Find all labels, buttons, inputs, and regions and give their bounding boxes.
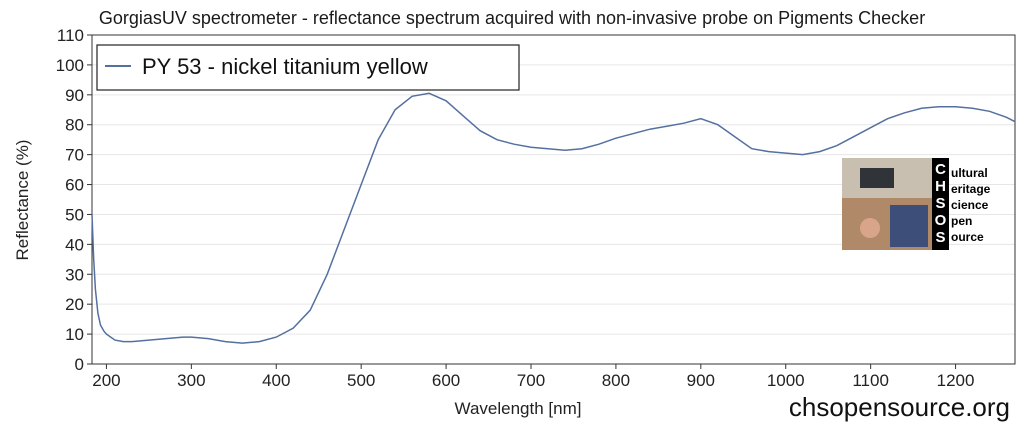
site-url: chsopensource.org: [789, 392, 1010, 422]
y-tick-label-30: 30: [65, 265, 84, 284]
logo-letter-1: H: [935, 178, 946, 195]
logo-photo-checker: [890, 205, 928, 247]
logo-word-4: ource: [951, 230, 984, 244]
y-tick-label-20: 20: [65, 295, 84, 314]
logo-letter-2: S: [935, 195, 945, 212]
x-tick-label-700: 700: [517, 371, 545, 390]
legend: PY 53 - nickel titanium yellow: [96, 44, 520, 91]
logo-photo-hand: [860, 218, 880, 238]
x-tick-label-600: 600: [432, 371, 460, 390]
legend-box: [96, 44, 520, 91]
x-tick-label-1100: 1100: [852, 371, 889, 390]
y-tick-label-110: 110: [57, 26, 84, 45]
logo-photo-device: [860, 168, 894, 188]
logo-letter-column: [932, 158, 949, 250]
y-tick-label-80: 80: [65, 116, 84, 135]
logo-word-3: pen: [951, 214, 972, 228]
logo-word-2: cience: [951, 198, 989, 212]
y-tick-label-40: 40: [65, 235, 84, 254]
logo-letter-3: O: [935, 212, 947, 229]
y-tick-label-90: 90: [65, 86, 84, 105]
legend-entry: PY 53 - nickel titanium yellow: [142, 54, 428, 79]
x-tick-label-1000: 1000: [767, 371, 805, 390]
series-line-py53: [91, 92, 1016, 344]
y-tick-label-70: 70: [65, 146, 84, 165]
x-tick-label-1200: 1200: [937, 371, 975, 390]
logo-word-1: eritage: [951, 182, 991, 196]
chart-title: GorgiasUV spectrometer - reflectance spe…: [99, 8, 925, 28]
x-tick-label-200: 200: [92, 371, 120, 390]
x-axis-label: Wavelength [nm]: [455, 399, 582, 418]
y-tick-label-10: 10: [65, 325, 84, 344]
x-axis-ticks: 200 300 400 500 600 700 800 900 1000 1100 1200: [92, 364, 974, 390]
x-tick-label-300: 300: [177, 371, 205, 390]
y-tick-label-0: 0: [75, 355, 84, 374]
logo-letter-4: S: [935, 229, 945, 246]
y-tick-label-100: 100: [56, 56, 84, 75]
plot-frame: [91, 34, 1016, 365]
y-tick-label-50: 50: [65, 205, 84, 224]
y-tick-label-60: 60: [65, 176, 84, 195]
x-tick-label-900: 900: [687, 371, 715, 390]
logo-word-0: ultural: [951, 166, 988, 180]
y-axis-ticks: 0 10 20 30 40 50 60 70 80 90 100 110: [56, 26, 92, 374]
x-tick-label-400: 400: [262, 371, 290, 390]
x-tick-label-800: 800: [602, 371, 630, 390]
y-axis-label: Reflectance (%): [13, 140, 32, 261]
x-tick-label-500: 500: [347, 371, 375, 390]
logo-letter-0: C: [935, 161, 946, 178]
